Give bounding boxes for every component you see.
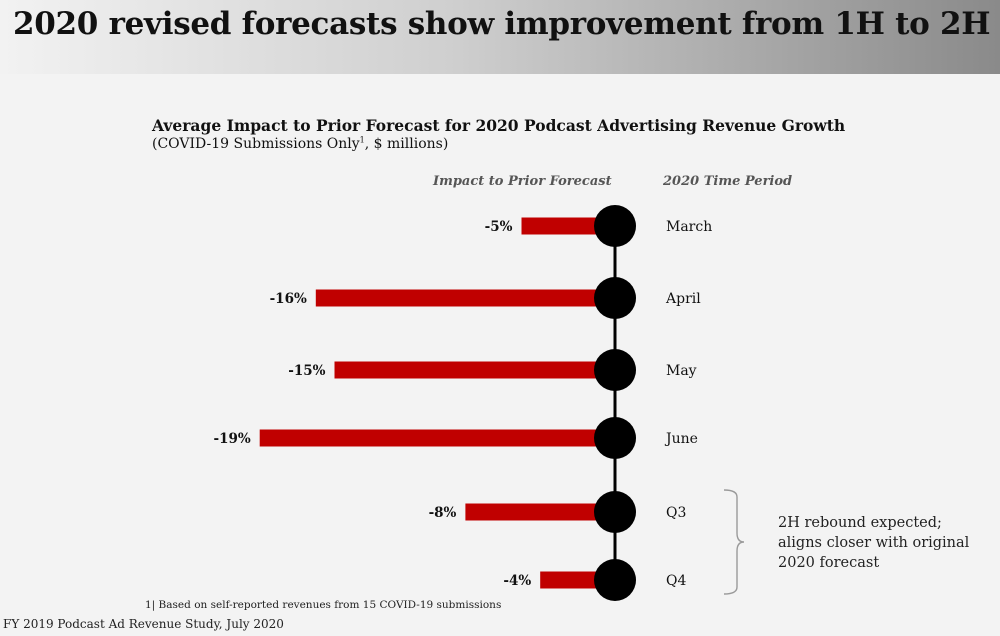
header-bar: 2020 revised forecasts show improvement … bbox=[0, 0, 1000, 74]
value-label: -16% bbox=[270, 291, 307, 307]
impact-bar bbox=[334, 361, 615, 379]
value-label: -5% bbox=[485, 219, 513, 235]
markers-layer bbox=[594, 205, 636, 601]
bars-layer bbox=[259, 217, 615, 589]
impact-bar bbox=[315, 289, 615, 307]
chart-subtitle: (COVID-19 Submissions Only1, $ millions) bbox=[152, 136, 448, 152]
period-label: Q4 bbox=[666, 573, 686, 589]
page-title: 2020 revised forecasts show improvement … bbox=[13, 6, 991, 42]
period-marker bbox=[594, 205, 636, 247]
period-label: April bbox=[665, 291, 701, 307]
impact-bar bbox=[259, 429, 615, 447]
chart-title: Average Impact to Prior Forecast for 202… bbox=[152, 116, 846, 135]
rebound-annotation: 2H rebound expected; aligns closer with … bbox=[778, 515, 970, 571]
period-label: March bbox=[666, 219, 712, 235]
chart-subtitle-units: , $ millions) bbox=[364, 136, 449, 152]
value-label: -19% bbox=[213, 431, 250, 447]
period-label: June bbox=[664, 431, 698, 447]
value-label: -15% bbox=[288, 363, 325, 379]
period-column-header: 2020 Time Period bbox=[663, 174, 793, 189]
impact-column-header: Impact to Prior Forecast bbox=[433, 174, 612, 189]
period-label: May bbox=[666, 363, 697, 379]
period-marker bbox=[594, 559, 636, 601]
labels-layer: -5% March -16% April -15% May -19% June -8% Q3 -4%… bbox=[213, 219, 712, 589]
period-marker bbox=[594, 349, 636, 391]
value-label: -8% bbox=[429, 505, 457, 521]
chart-subtitle-footnote-marker: 1 bbox=[359, 135, 365, 145]
source-note: FY 2019 Podcast Ad Revenue Study, July 2… bbox=[3, 617, 284, 631]
footnote: 1| Based on self-reported revenues from … bbox=[145, 599, 502, 611]
impact-bar bbox=[465, 503, 615, 521]
chart-subtitle-text: (COVID-19 Submissions Only bbox=[152, 136, 360, 152]
value-label: -4% bbox=[503, 573, 531, 589]
period-marker bbox=[594, 277, 636, 319]
period-label: Q3 bbox=[666, 505, 686, 521]
period-marker bbox=[594, 417, 636, 459]
period-marker bbox=[594, 491, 636, 533]
impact-bar bbox=[521, 217, 615, 235]
half-year-bracket bbox=[723, 489, 745, 595]
